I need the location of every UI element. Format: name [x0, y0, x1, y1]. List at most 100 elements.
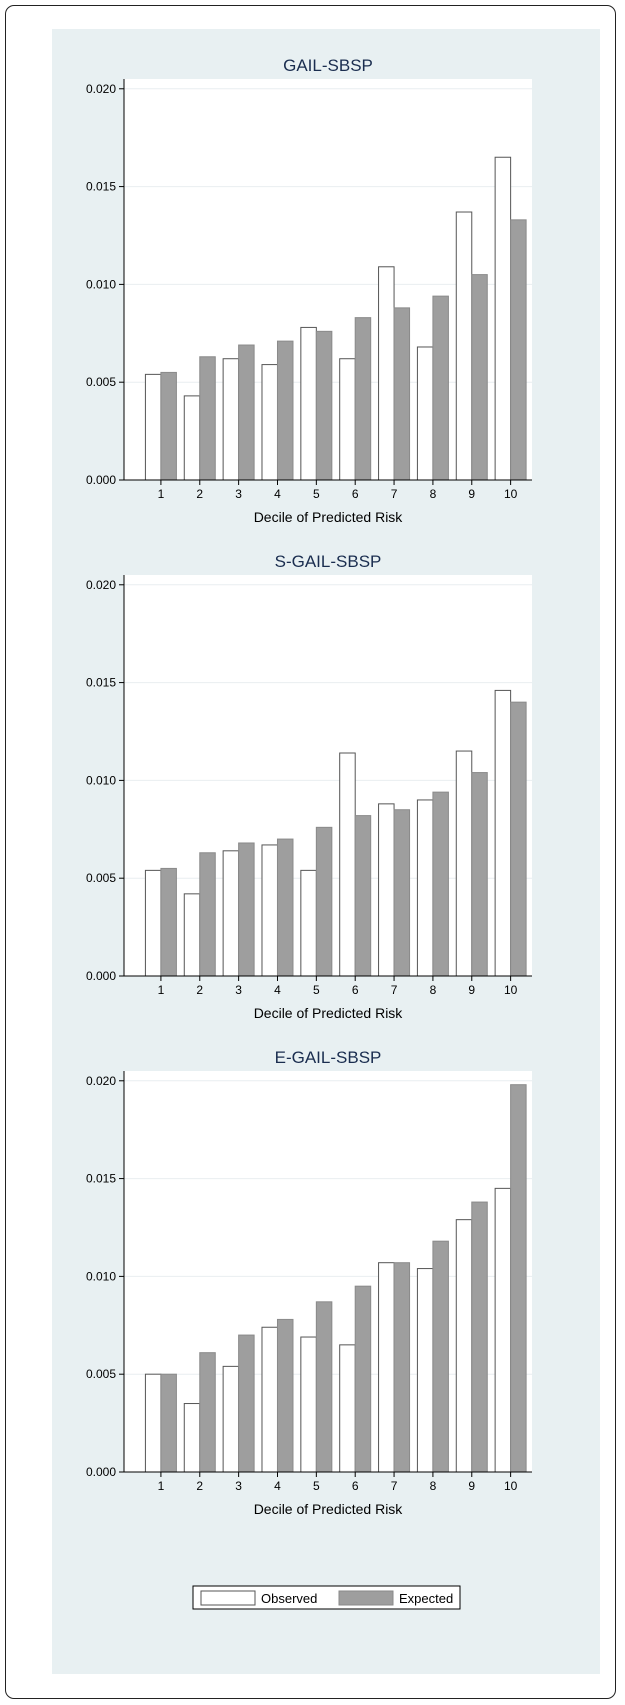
y-tick-label: 0.020 — [86, 82, 116, 96]
bar-observed-6 — [339, 1344, 356, 1473]
x-axis-title: Decile of Predicted Risk — [254, 1501, 404, 1517]
bar-expected-1 — [160, 867, 177, 977]
bar-observed-1 — [144, 869, 162, 977]
bar-expected-9 — [471, 274, 488, 481]
y-tick-label: 0.005 — [86, 375, 116, 389]
bar-expected-8 — [432, 295, 449, 481]
bar-observed-9 — [455, 1219, 473, 1473]
x-tick-label: 10 — [504, 1479, 518, 1493]
chart-1: GAIL-SBSP 0.000 0.005 0.010 0.015 0.020 1 2 3 4 5 6… — [86, 56, 532, 525]
bar-expected-4 — [276, 1318, 294, 1473]
x-tick-label: 9 — [468, 1479, 475, 1493]
bar-expected-6 — [354, 317, 372, 481]
legend: Observed Expected — [192, 1585, 461, 1610]
bar-observed-7 — [378, 1262, 395, 1473]
y-tick-label: 0.020 — [86, 1074, 116, 1088]
bar-observed-7 — [378, 803, 395, 977]
legend-swatch-expected — [338, 1590, 394, 1606]
bar-expected-10 — [510, 1084, 527, 1473]
bar-observed-3 — [222, 850, 240, 977]
y-tick-label: 0.010 — [86, 1269, 116, 1283]
bar-observed-6 — [339, 752, 356, 977]
x-tick-label: 8 — [430, 1479, 437, 1493]
x-tick-label: 9 — [468, 983, 475, 997]
bar-observed-4 — [261, 364, 278, 481]
charts-layer: GAIL-SBSP 0.000 0.005 0.010 0.015 0.020 1 2 3 4 5 6… — [86, 56, 532, 1517]
bar-expected-1 — [160, 1373, 177, 1473]
x-tick-label: 2 — [196, 983, 203, 997]
bar-expected-10 — [510, 701, 527, 977]
x-tick-label: 1 — [158, 983, 165, 997]
bar-observed-7 — [378, 266, 395, 481]
y-tick-label: 0.015 — [86, 180, 116, 194]
bar-observed-9 — [455, 750, 473, 977]
x-tick-label: 3 — [235, 983, 242, 997]
bar-expected-3 — [238, 842, 255, 977]
bar-observed-4 — [261, 1326, 278, 1473]
bar-observed-8 — [416, 799, 434, 977]
y-tick-label: 0.015 — [86, 1172, 116, 1186]
chart-2: S-GAIL-SBSP 0.000 0.005 0.010 0.015 0.020 1 2 3 4… — [86, 552, 532, 1021]
y-tick-label: 0.000 — [86, 969, 116, 983]
bar-expected-2 — [199, 852, 216, 977]
bar-observed-1 — [144, 373, 162, 481]
x-tick-label: 1 — [158, 1479, 165, 1493]
chart-title: S-GAIL-SBSP — [275, 552, 382, 571]
bar-expected-10 — [510, 219, 527, 481]
bar-expected-8 — [432, 1240, 449, 1473]
bar-observed-8 — [416, 346, 434, 481]
x-tick-label: 9 — [468, 487, 475, 501]
y-tick-label: 0.005 — [86, 871, 116, 885]
x-tick-label: 5 — [313, 487, 320, 501]
bar-observed-4 — [261, 844, 278, 977]
y-tick-label: 0.015 — [86, 676, 116, 690]
bar-expected-8 — [432, 791, 449, 977]
bar-observed-3 — [222, 358, 240, 481]
bar-observed-10 — [494, 1187, 512, 1473]
bar-observed-10 — [494, 156, 512, 481]
y-tick-label: 0.000 — [86, 1465, 116, 1479]
bar-observed-5 — [300, 1336, 317, 1473]
bar-expected-9 — [471, 772, 488, 977]
chart-title: E-GAIL-SBSP — [275, 1048, 382, 1067]
x-tick-label: 8 — [430, 487, 437, 501]
x-tick-label: 3 — [235, 1479, 242, 1493]
bar-observed-5 — [300, 326, 317, 481]
bar-expected-2 — [199, 1352, 216, 1473]
x-tick-label: 6 — [352, 1479, 359, 1493]
figure-frame: GAIL-SBSP 0.000 0.005 0.010 0.015 0.020 1 2 3 4 5 6… — [5, 5, 616, 1699]
bar-expected-7 — [393, 1262, 411, 1473]
legend-label-observed: Observed — [261, 1591, 317, 1606]
x-tick-label: 7 — [391, 1479, 398, 1493]
x-tick-label: 8 — [430, 983, 437, 997]
x-tick-label: 7 — [391, 983, 398, 997]
bar-expected-1 — [160, 371, 177, 481]
bar-expected-7 — [393, 307, 411, 481]
bar-expected-3 — [238, 344, 255, 481]
x-tick-label: 6 — [352, 983, 359, 997]
bar-expected-2 — [199, 356, 216, 481]
chart-title: GAIL-SBSP — [283, 56, 373, 75]
bar-expected-5 — [315, 1301, 333, 1473]
bar-observed-9 — [455, 211, 473, 481]
bar-observed-6 — [339, 358, 356, 481]
x-axis-title: Decile of Predicted Risk — [254, 1005, 404, 1021]
bar-expected-7 — [393, 809, 411, 977]
bar-observed-2 — [183, 893, 201, 977]
x-tick-label: 1 — [158, 487, 165, 501]
bar-expected-6 — [354, 1285, 372, 1473]
x-tick-label: 4 — [274, 487, 281, 501]
bar-observed-2 — [183, 395, 201, 481]
bar-expected-4 — [276, 838, 294, 977]
bar-observed-8 — [416, 1268, 434, 1473]
legend-swatch-observed — [200, 1590, 256, 1606]
bar-expected-5 — [315, 330, 333, 481]
bar-observed-10 — [494, 689, 512, 977]
x-tick-label: 5 — [313, 983, 320, 997]
bar-observed-1 — [144, 1373, 162, 1473]
bar-expected-5 — [315, 826, 333, 977]
x-tick-label: 10 — [504, 983, 518, 997]
x-tick-label: 4 — [274, 1479, 281, 1493]
bar-expected-3 — [238, 1334, 255, 1473]
y-tick-label: 0.000 — [86, 473, 116, 487]
